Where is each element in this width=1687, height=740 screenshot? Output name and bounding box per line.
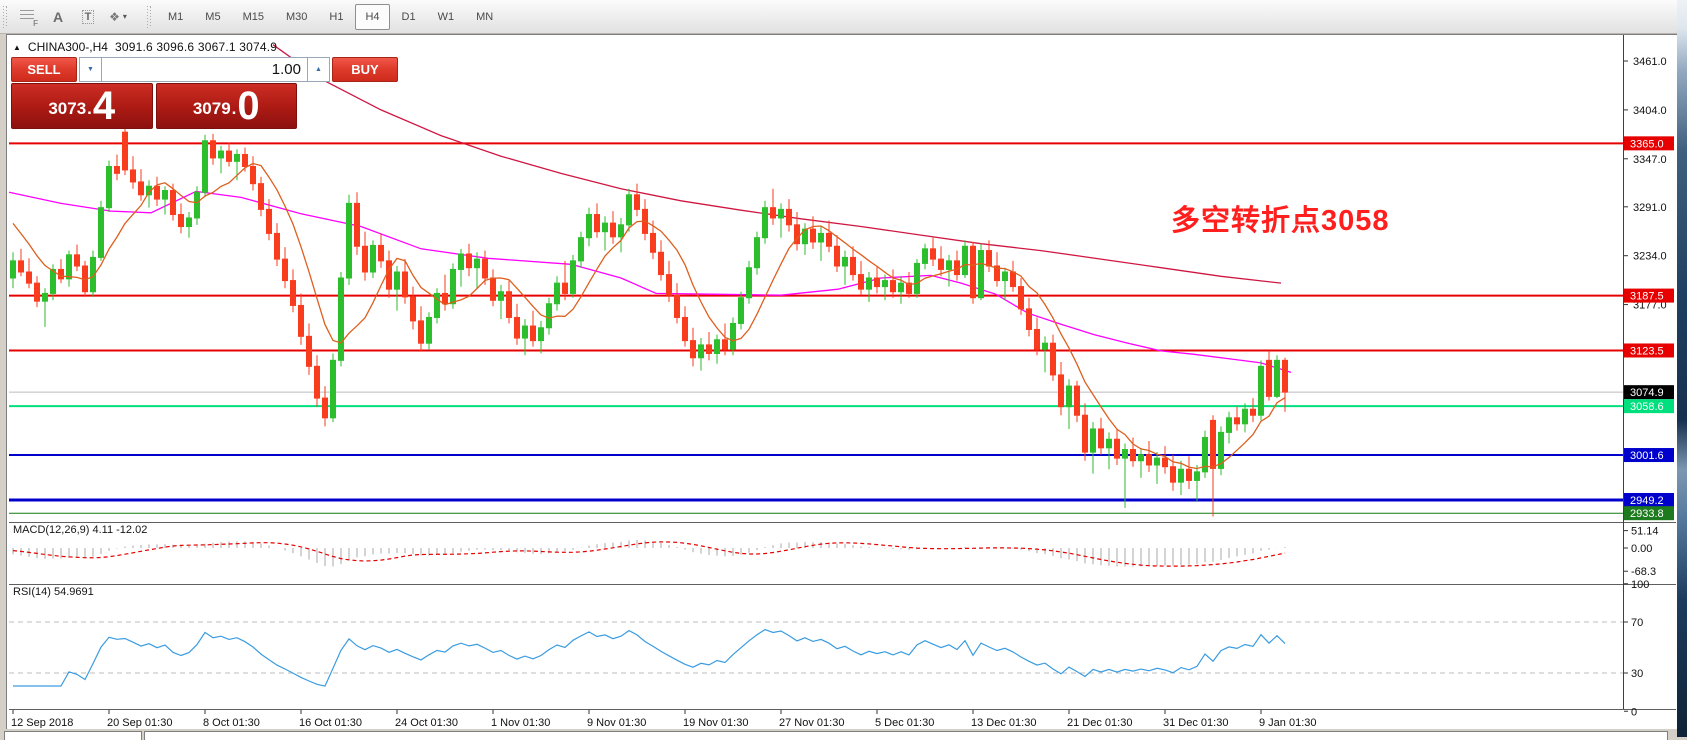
svg-text:8 Oct 01:30: 8 Oct 01:30 (203, 717, 260, 728)
macd-signal-line (12, 541, 1286, 567)
macd-indicator-label: MACD(12,26,9) 4.11 -12.02 (13, 524, 148, 536)
svg-text:3187.5: 3187.5 (1630, 291, 1664, 303)
price-label-3365.0 (1624, 136, 1674, 151)
ma-mid-line (9, 190, 1292, 374)
sell-button[interactable]: SELL (11, 57, 77, 82)
svg-text:9 Jan 01:30: 9 Jan 01:30 (1259, 717, 1317, 728)
ohlc-values-label: 3091.6 3096.6 3067.1 3074.9 (114, 40, 278, 54)
main-price-panel (9, 44, 1623, 517)
timeframe-button-h1[interactable]: H1 (329, 10, 344, 23)
collapse-trade-panel-icon[interactable]: ▲ (13, 42, 21, 52)
price-label-2949.2 (1624, 492, 1674, 507)
svg-text:27 Nov 01:30: 27 Nov 01:30 (779, 717, 844, 728)
macd-panel (12, 539, 1286, 567)
toolbar-grip[interactable] (3, 5, 8, 28)
svg-text:9 Nov 01:30: 9 Nov 01:30 (587, 717, 646, 728)
svg-text:3123.5: 3123.5 (1630, 345, 1664, 357)
svg-text:5 Dec 01:30: 5 Dec 01:30 (875, 717, 934, 728)
next-chart-window-edge[interactable] (144, 731, 1668, 740)
timeframe-button-m5[interactable]: M5 (205, 10, 221, 23)
one-click-trading-panel: SELL ▼ ▲ BUY 3073.4 3079.0 (11, 57, 398, 129)
text-label-icon[interactable]: T (74, 4, 102, 30)
svg-text:3074.9: 3074.9 (1630, 387, 1664, 399)
timeframe-button-m15[interactable]: M15 (242, 10, 264, 23)
timeframe-button-d1[interactable]: D1 (401, 10, 416, 23)
volume-input[interactable] (102, 57, 307, 82)
svg-text:0: 0 (1631, 706, 1637, 718)
timeframe-button-mn[interactable]: MN (476, 10, 494, 23)
price-label-2933.8 (1624, 506, 1674, 521)
timeframe-button-m1[interactable]: M1 (168, 10, 184, 23)
svg-text:16 Oct 01:30: 16 Oct 01:30 (299, 717, 362, 728)
fibonacci-tool-icon[interactable]: F (14, 4, 42, 30)
svg-text:100: 100 (1631, 579, 1649, 591)
svg-text:12 Sep 2018: 12 Sep 2018 (11, 717, 73, 728)
chart-window-title: ▲ CHINA300-,H4 3091.6 3096.6 3067.1 3074… (13, 40, 277, 54)
toolbar: F A T ❖ ▾ M1 M5 M15 M30 H1 H4 D1 W1 MN (0, 0, 1687, 34)
timeframe-buttons: M1 M5 M15 M30 H1 H4 D1 W1 MN (157, 0, 504, 33)
candles (10, 128, 1288, 517)
minimized-window-edge[interactable] (4, 731, 142, 740)
timeframe-button-h4[interactable]: H4 (355, 3, 390, 30)
svg-text:70: 70 (1631, 617, 1643, 629)
price-label-3001.6 (1624, 448, 1674, 463)
volume-increase-button[interactable]: ▲ (307, 57, 330, 82)
draw-text-icon[interactable]: A (52, 8, 64, 25)
svg-text:3291.0: 3291.0 (1633, 202, 1667, 214)
price-label-3187.5 (1624, 288, 1674, 303)
svg-text:21 Dec 01:30: 21 Dec 01:30 (1067, 717, 1132, 728)
svg-text:-68.3: -68.3 (1631, 566, 1656, 578)
svg-text:3461.0: 3461.0 (1633, 56, 1667, 68)
rsi-indicator-label: RSI(14) 54.9691 (13, 586, 94, 598)
rsi-panel (9, 621, 1623, 687)
rsi-line (13, 628, 1286, 687)
price-label-3058.6 (1624, 399, 1674, 414)
svg-text:3058.6: 3058.6 (1630, 401, 1664, 413)
symbol-period-label: CHINA300-,H4 (27, 40, 108, 54)
price-label-3123.5 (1624, 343, 1674, 358)
tiled-windows-strip (0, 729, 1687, 740)
time-axis[interactable]: 12 Sep 2018 20 Sep 01:30 8 Oct 01:30 16 Oct… (11, 710, 1317, 729)
svg-text:3234.0: 3234.0 (1633, 251, 1667, 263)
volume-decrease-button[interactable]: ▼ (79, 57, 102, 82)
timeframe-button-m30[interactable]: M30 (285, 10, 308, 23)
svg-text:3347.0: 3347.0 (1633, 154, 1667, 166)
chart-window: 3461.0 3404.0 3347.0 3291.0 3234.0 3177.0 3365… (6, 34, 1679, 731)
chart-canvas[interactable]: 3461.0 3404.0 3347.0 3291.0 3234.0 3177.0 3365… (7, 35, 1676, 729)
chart-text-annotation[interactable]: 多空转折点3058 (1171, 205, 1390, 237)
svg-text:1 Nov 01:30: 1 Nov 01:30 (491, 717, 550, 728)
svg-text:51.14: 51.14 (1631, 526, 1659, 538)
svg-text:13 Dec 01:30: 13 Dec 01:30 (971, 717, 1036, 728)
svg-text:19 Nov 01:30: 19 Nov 01:30 (683, 717, 748, 728)
price-axis[interactable]: 3461.0 3404.0 3347.0 3291.0 3234.0 3177.0 3365… (1624, 56, 1674, 718)
svg-text:3365.0: 3365.0 (1630, 138, 1664, 150)
svg-text:24 Oct 01:30: 24 Oct 01:30 (395, 717, 458, 728)
svg-text:30: 30 (1631, 668, 1643, 680)
arrows-tool-icon[interactable]: ❖ ▾ (109, 9, 127, 24)
ask-price-display[interactable]: 3079. 0 (155, 83, 297, 129)
bid-price-display[interactable]: 3073. 4 (11, 83, 153, 129)
chevron-down-icon: ▾ (122, 12, 127, 21)
ma-fast-line (12, 162, 1286, 470)
svg-text:2933.8: 2933.8 (1630, 508, 1664, 520)
timeframe-button-w1[interactable]: W1 (437, 10, 455, 23)
price-label-3074.9 (1624, 385, 1674, 400)
svg-text:2949.2: 2949.2 (1630, 495, 1664, 507)
timeframe-toolbar-grip[interactable] (147, 5, 152, 28)
svg-text:31 Dec 01:30: 31 Dec 01:30 (1163, 717, 1228, 728)
svg-text:3001.6: 3001.6 (1630, 450, 1664, 462)
window-edge-scrollbar[interactable] (1677, 0, 1687, 737)
svg-text:0.00: 0.00 (1631, 543, 1652, 555)
svg-text:20 Sep 01:30: 20 Sep 01:30 (107, 717, 172, 728)
fibonacci-lines-glyph: F (20, 9, 38, 28)
svg-text:3404.0: 3404.0 (1633, 105, 1667, 117)
svg-text:3177.0: 3177.0 (1633, 300, 1667, 312)
buy-button[interactable]: BUY (332, 57, 398, 82)
